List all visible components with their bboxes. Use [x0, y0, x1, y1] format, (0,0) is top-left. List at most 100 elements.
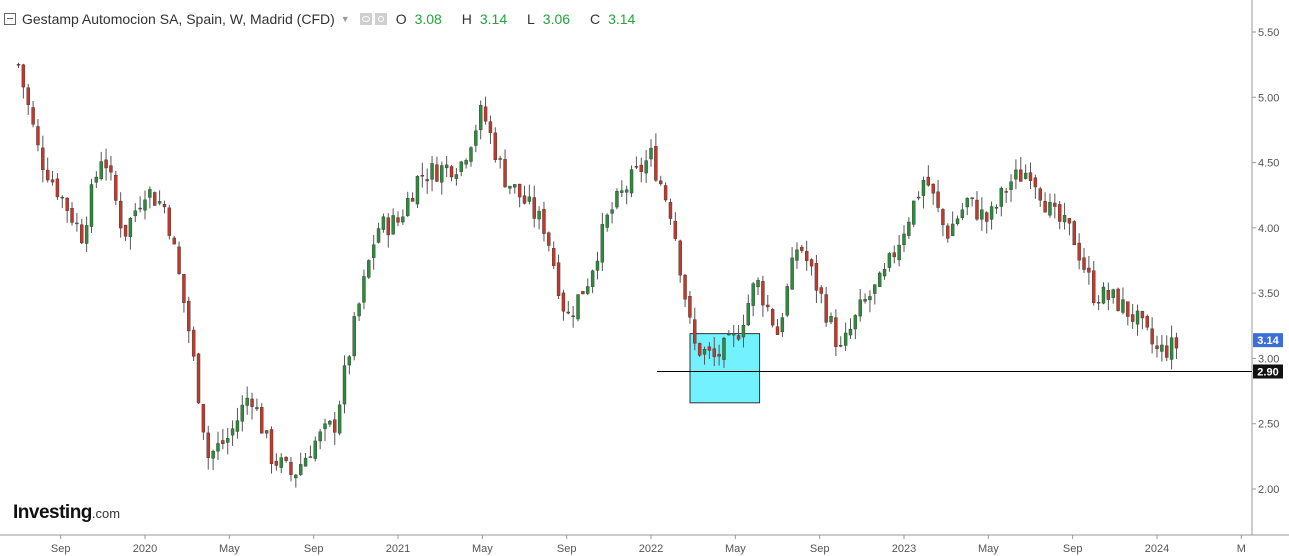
candle-body: [240, 404, 245, 422]
candle-body: [999, 188, 1004, 207]
candle-body: [751, 283, 755, 306]
low-value: 3.06: [542, 11, 571, 27]
candle-body: [284, 456, 288, 461]
candle-body: [970, 197, 974, 199]
instrument-title[interactable]: Gestamp Automocion SA, Spain, W, Madrid …: [22, 11, 335, 27]
candle-body: [114, 175, 118, 201]
y-tick-label: 4.00: [1258, 223, 1279, 235]
candle-body: [620, 190, 624, 193]
candle-body: [391, 215, 395, 235]
candle-body: [727, 333, 731, 336]
candle-body: [581, 291, 585, 295]
gear-icon[interactable]: [374, 13, 387, 25]
x-tick-label: Sep: [51, 543, 71, 555]
candle-body: [260, 407, 264, 434]
candle-body: [1048, 202, 1052, 216]
candle-body: [702, 348, 707, 355]
candle-body: [440, 165, 444, 183]
x-tick-label: 2020: [133, 543, 157, 555]
candle-body: [683, 274, 687, 300]
candle-body: [162, 204, 167, 208]
candle-body: [342, 365, 347, 405]
candle-body: [644, 160, 648, 174]
candle-body: [863, 299, 867, 302]
candle-body: [138, 207, 142, 210]
candle-body: [206, 432, 210, 458]
candle-body: [1165, 345, 1169, 358]
candle-body: [1101, 286, 1106, 304]
candle-body: [36, 126, 40, 146]
candle-body: [357, 303, 361, 317]
candle-body: [624, 189, 629, 193]
candle-body: [576, 294, 580, 320]
candle-body: [435, 164, 439, 182]
candle-body: [668, 201, 673, 219]
candle-body: [464, 160, 468, 165]
investing-logo[interactable]: Investing.com: [13, 502, 120, 524]
candle-body: [649, 147, 653, 160]
support-price-label: 2.90: [1257, 366, 1278, 378]
candle-body: [522, 195, 527, 204]
candle-body: [785, 286, 789, 316]
candle-body: [191, 329, 196, 357]
candle-body: [396, 217, 400, 223]
candle-body: [766, 304, 770, 308]
candle-body: [157, 201, 162, 204]
x-tick-label: Sep: [304, 543, 324, 555]
candle-body: [386, 217, 390, 236]
candle-body: [406, 198, 410, 216]
candle-body: [269, 429, 274, 464]
x-tick-label: M: [1237, 543, 1246, 555]
collapse-icon[interactable]: [4, 13, 16, 25]
visibility-icon[interactable]: [359, 13, 372, 25]
candle-body: [843, 332, 848, 346]
candle-body: [274, 460, 279, 466]
candle-body: [211, 450, 215, 459]
candle-body: [1140, 310, 1145, 319]
candle-body: [985, 212, 989, 222]
candle-body: [371, 244, 376, 258]
candle-body: [362, 276, 366, 303]
time-axis[interactable]: Sep 2020 May Sep 2021 May Sep 2022 May Sep 2023 May…: [51, 535, 1246, 555]
candle-body: [313, 440, 317, 459]
candle-body: [688, 296, 692, 318]
candle-body: [1082, 257, 1086, 270]
candle-body: [697, 343, 702, 356]
y-tick-label: 2.00: [1258, 484, 1279, 496]
candle-body: [196, 353, 201, 404]
x-tick-label: May: [978, 543, 999, 555]
candle-body: [80, 224, 84, 244]
candle-body: [629, 169, 634, 194]
candle-body: [877, 272, 882, 287]
candle-body: [449, 166, 454, 178]
candle-body: [732, 333, 736, 336]
price-axis[interactable]: 5.50 5.00 4.50 4.00 3.50 3.00 2.50 2.00: [1252, 27, 1279, 496]
candle-body: [1004, 191, 1008, 193]
candle-body: [84, 225, 89, 244]
candle-body: [678, 240, 682, 276]
candle-body: [459, 161, 463, 172]
candle-body: [556, 262, 561, 296]
candle-body: [1130, 314, 1135, 322]
candle-body: [45, 169, 50, 181]
candle-body: [318, 431, 322, 442]
candle-body: [469, 147, 473, 162]
candle-body: [717, 354, 721, 357]
candle-body: [1009, 181, 1013, 190]
candle-body: [1155, 345, 1159, 350]
chevron-down-icon[interactable]: ▼: [340, 14, 350, 24]
candle-body: [527, 196, 532, 202]
candle-body: [177, 246, 181, 274]
candle-body: [897, 244, 901, 261]
x-tick-label: May: [472, 543, 493, 555]
candle-body: [615, 191, 619, 208]
candle-body: [1126, 301, 1130, 317]
candle-body: [707, 346, 712, 351]
candle-body: [264, 430, 269, 434]
candle-body: [829, 316, 833, 323]
candle-body: [693, 319, 697, 344]
candle-body: [1053, 202, 1057, 207]
candle-body: [965, 198, 969, 208]
candle-body: [250, 398, 254, 407]
